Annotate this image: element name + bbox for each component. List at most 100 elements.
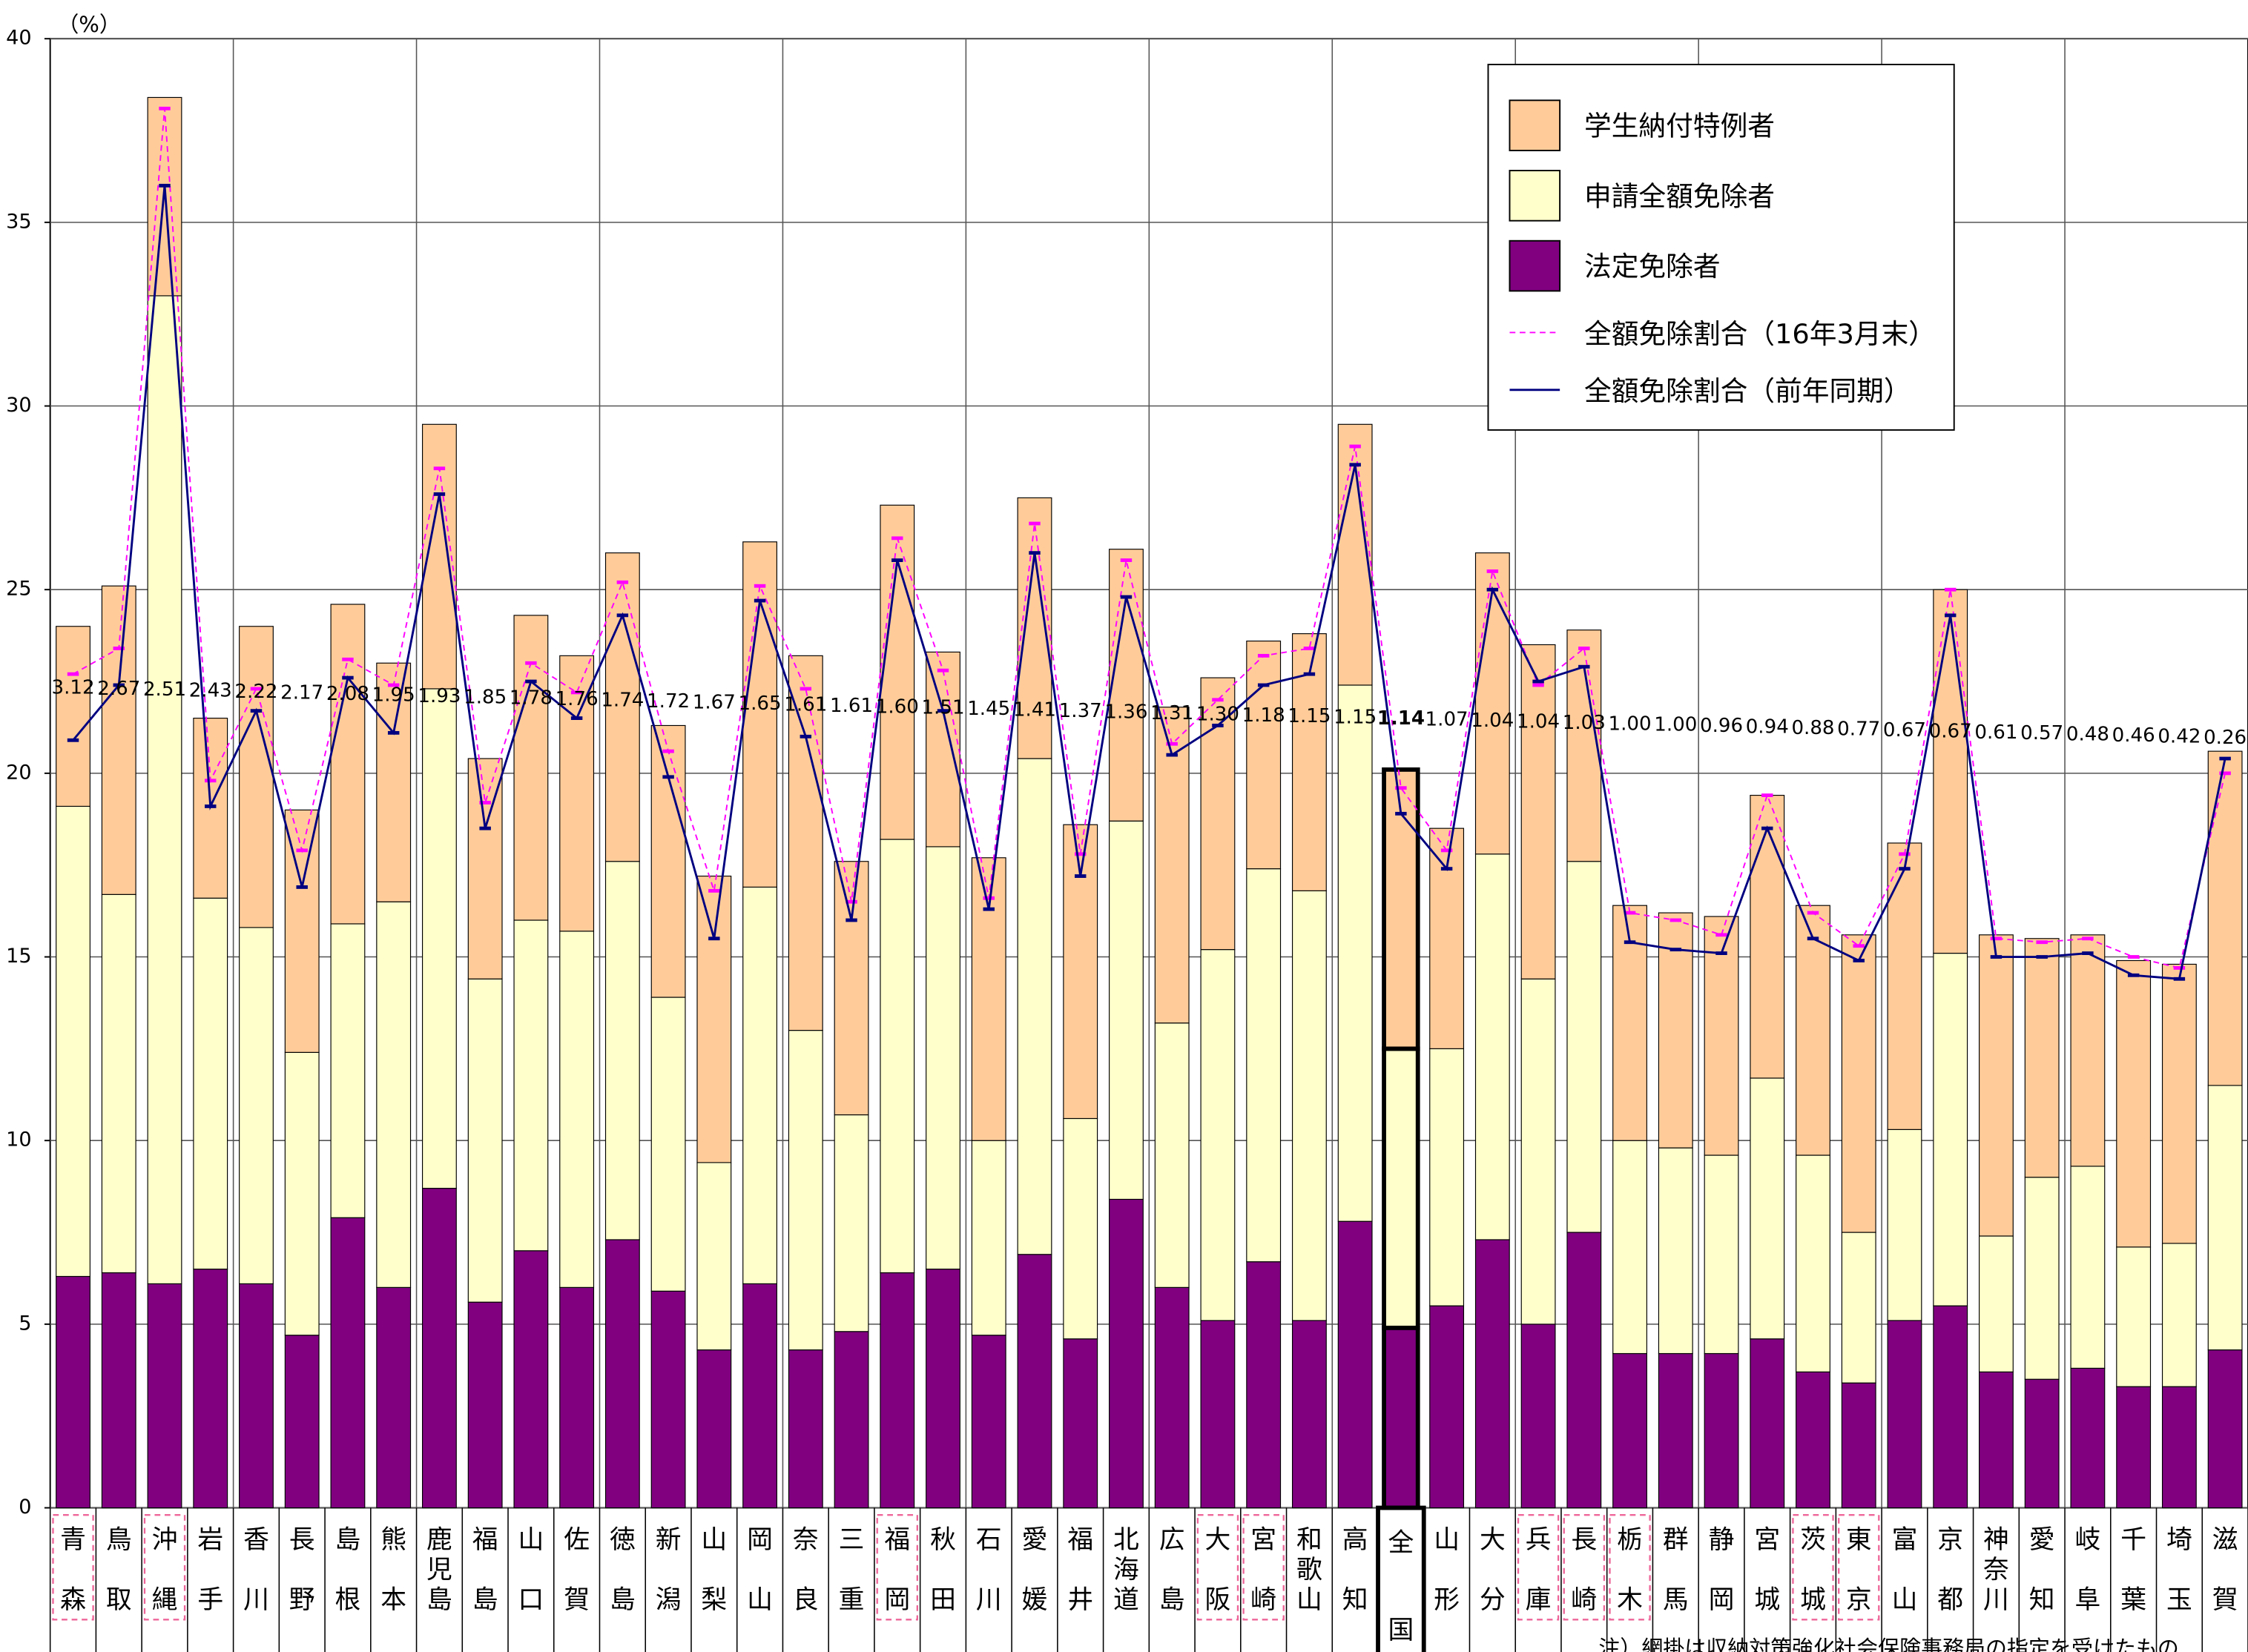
bar-segment [1154, 707, 1190, 1024]
bar-segment [467, 978, 503, 1303]
bar-segment [1979, 1235, 2014, 1372]
highlight-box [1242, 1514, 1285, 1621]
y-tick-label: 35 [6, 210, 31, 233]
y-tick-label: 0 [19, 1496, 31, 1519]
highlight-box [876, 1514, 919, 1621]
x-tick-label: 栃木 [1617, 1525, 1643, 1615]
x-tick-label: 福島 [472, 1525, 498, 1615]
bar-segment [330, 604, 366, 925]
x-tick-label: 奈良 [793, 1525, 819, 1615]
data-label: 1.04 [1517, 710, 1560, 733]
bar-segment [1109, 1198, 1144, 1509]
bar-segment [788, 1349, 823, 1509]
bar-segment [284, 1051, 320, 1336]
data-label: 1.31 [1150, 702, 1193, 724]
bar-segment [1337, 1220, 1373, 1509]
bar-segment [1109, 820, 1144, 1200]
bar-segment [880, 504, 915, 840]
bar-segment [2070, 934, 2106, 1167]
bar-segment [239, 626, 274, 928]
data-label: 2.17 [280, 682, 323, 704]
bar-segment [2116, 959, 2152, 1248]
x-tick-label: 福岡 [884, 1525, 910, 1615]
bar-segment [880, 1272, 915, 1509]
y-tick-label: 15 [6, 945, 31, 968]
bar-segment [1933, 1305, 1968, 1509]
x-tick-label: 千葉 [2120, 1525, 2146, 1615]
x-tick-label: 高知 [1342, 1525, 1368, 1615]
data-label: 1.41 [1013, 699, 1056, 721]
bar-segment [1887, 1320, 1922, 1509]
data-label: 0.42 [2158, 726, 2201, 748]
bar-segment [2116, 1246, 2152, 1387]
bar-segment [834, 861, 869, 1116]
data-label: 2.51 [143, 678, 186, 701]
x-tick-label: 富山 [1892, 1525, 1918, 1615]
y-tick-label: 30 [6, 394, 31, 417]
data-label: 1.15 [1334, 707, 1377, 729]
highlight-box [1838, 1514, 1880, 1621]
bar-segment [1109, 549, 1144, 822]
bar-segment [56, 1275, 90, 1509]
bar-segment [1474, 853, 1510, 1240]
bar-segment [1704, 916, 1739, 1156]
data-label: 1.65 [739, 693, 782, 715]
bar-segment [1337, 684, 1373, 1222]
data-label: 1.60 [876, 696, 919, 718]
line-series [72, 185, 2226, 980]
highlight-box [1563, 1514, 1606, 1621]
bar-segment [2070, 1367, 2106, 1509]
bar-segment [926, 846, 960, 1270]
legend-label: 学生納付特例者 [1584, 110, 1775, 142]
data-label: 3.12 [51, 676, 94, 698]
bar-segment [467, 758, 503, 979]
data-label: 0.67 [1929, 720, 1972, 742]
bar-segment [1246, 868, 1282, 1263]
data-label: 1.36 [1104, 701, 1147, 723]
bar-segment [1658, 1147, 1693, 1355]
data-label: 0.94 [1746, 716, 1789, 739]
bar-segment [742, 886, 777, 1284]
x-tick-label: 鳥取 [106, 1525, 132, 1615]
x-tick-label: 佐賀 [564, 1525, 590, 1615]
legend-box [1487, 64, 1955, 431]
x-tick-label: 宮崎 [1250, 1525, 1276, 1615]
bar-segment [1154, 1022, 1190, 1288]
bar-segment [2207, 750, 2243, 1086]
x-tick-label: 静岡 [1709, 1525, 1735, 1615]
bar-segment [2024, 938, 2060, 1178]
bar-segment [1063, 1117, 1098, 1340]
x-tick-label: 山形 [1434, 1525, 1460, 1615]
bar-segment [650, 1290, 686, 1509]
bar-segment [147, 1283, 182, 1509]
data-label: 1.18 [1242, 704, 1285, 727]
bar-segment [971, 1335, 1006, 1509]
bar-segment [1429, 827, 1465, 1049]
data-label: 1.61 [784, 693, 827, 716]
line-series [73, 108, 2226, 969]
data-label: 1.76 [556, 688, 599, 710]
bar-segment [1200, 1320, 1236, 1509]
x-tick-label: 山口 [518, 1525, 544, 1615]
x-tick-label: 長崎 [1571, 1525, 1597, 1615]
bar-segment [376, 1286, 412, 1509]
bar-segment [1246, 1261, 1282, 1509]
bar-segment [559, 655, 595, 932]
data-label: 0.46 [2112, 724, 2155, 747]
bar-segment [284, 809, 320, 1053]
data-label: 1.74 [601, 690, 644, 712]
bar-segment [788, 1030, 823, 1351]
data-label: 1.00 [1654, 714, 1697, 736]
bar-segment [1750, 1338, 1785, 1509]
bar-segment [788, 655, 823, 1031]
x-tick-label: 愛媛 [1022, 1525, 1048, 1615]
bar-segment [193, 1268, 228, 1509]
x-tick-label: 秋田 [930, 1525, 956, 1615]
bar-segment [650, 997, 686, 1292]
data-label: 0.57 [2020, 722, 2063, 744]
bar-segment [376, 901, 412, 1288]
highlight-box [143, 1514, 186, 1621]
x-tick-label: 熊本 [380, 1525, 406, 1615]
y-tick-label: 20 [6, 761, 31, 784]
